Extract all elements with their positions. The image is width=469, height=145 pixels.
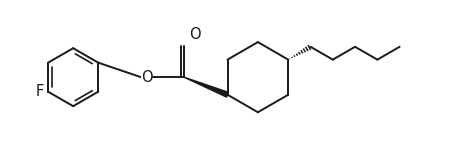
Text: O: O (141, 70, 152, 85)
Text: F: F (36, 84, 45, 99)
Polygon shape (184, 77, 228, 97)
Text: O: O (189, 27, 200, 42)
